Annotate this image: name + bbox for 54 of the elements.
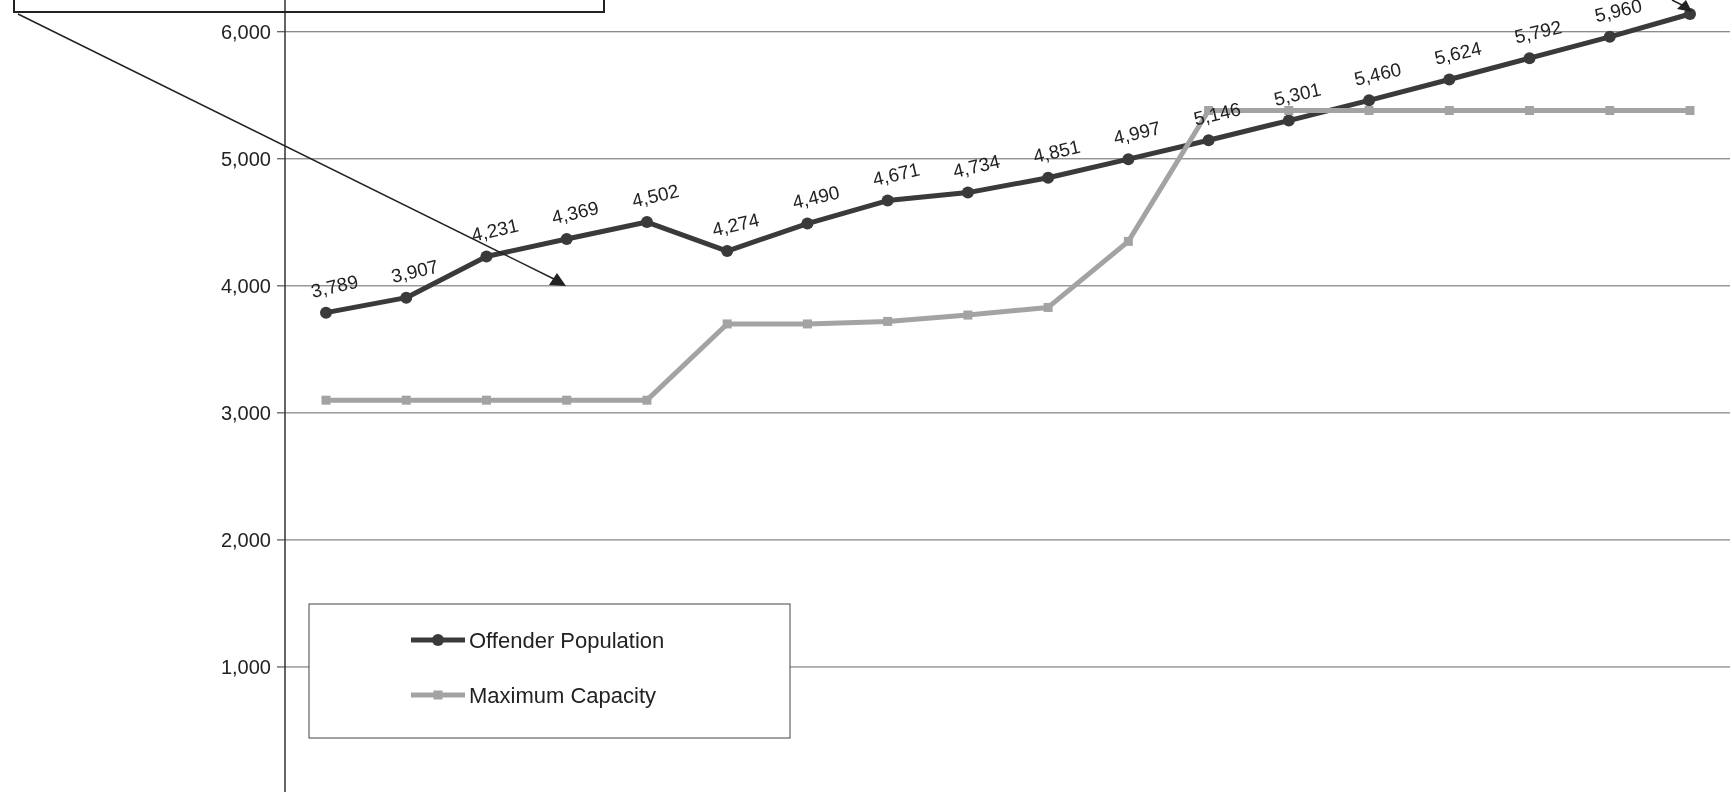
point [1685, 106, 1695, 116]
y-tick-label: 4,000 [220, 274, 271, 297]
point [1523, 52, 1536, 65]
data-label: 5,301 [1271, 78, 1323, 110]
data-label: 4,231 [469, 214, 521, 246]
point [881, 194, 894, 207]
point [321, 395, 331, 405]
y-tick-label: 3,000 [220, 401, 271, 424]
point [801, 217, 814, 230]
point [1202, 134, 1215, 147]
data-label: 5,624 [1432, 37, 1484, 69]
data-label: 4,671 [870, 158, 922, 190]
point [481, 395, 491, 405]
point [1363, 94, 1376, 107]
point [1042, 171, 1055, 184]
point [560, 232, 573, 245]
data-label: 4,502 [629, 180, 682, 212]
data-label: 5,460 [1352, 58, 1404, 90]
data-label: 4,369 [549, 197, 601, 229]
point [1043, 302, 1053, 312]
data-label: 5,146 [1191, 98, 1243, 130]
y-tick-label: 1,000 [220, 655, 271, 678]
point [642, 395, 652, 405]
data-label: 3,907 [389, 255, 441, 287]
data-label: 4,274 [710, 209, 762, 241]
point [1603, 30, 1616, 43]
point [401, 395, 411, 405]
data-label: 5,792 [1512, 16, 1564, 48]
point [1123, 236, 1133, 246]
y-tick-label: 6,000 [220, 20, 271, 43]
point [400, 291, 413, 304]
point [1122, 153, 1135, 166]
point [1443, 73, 1456, 86]
point [480, 250, 493, 263]
data-label: 4,734 [950, 150, 1003, 182]
y-tick-label: 2,000 [220, 528, 271, 551]
point [320, 306, 332, 319]
point [883, 316, 893, 326]
point [961, 186, 974, 199]
y-tick-label: 5,000 [220, 147, 271, 170]
data-label: 4,851 [1031, 135, 1083, 167]
point [963, 310, 973, 320]
data-label: 4,997 [1111, 117, 1163, 149]
data-label: 3,789 [309, 270, 361, 302]
point [721, 245, 734, 258]
point [802, 319, 812, 329]
point [722, 319, 732, 329]
legend-label: Maximum Capacity [469, 682, 657, 708]
point [640, 216, 653, 229]
point [1284, 106, 1294, 116]
data-label: 4,490 [790, 181, 842, 213]
point [562, 395, 572, 405]
point [1282, 114, 1295, 127]
legend-label: Offender Population [469, 627, 665, 653]
